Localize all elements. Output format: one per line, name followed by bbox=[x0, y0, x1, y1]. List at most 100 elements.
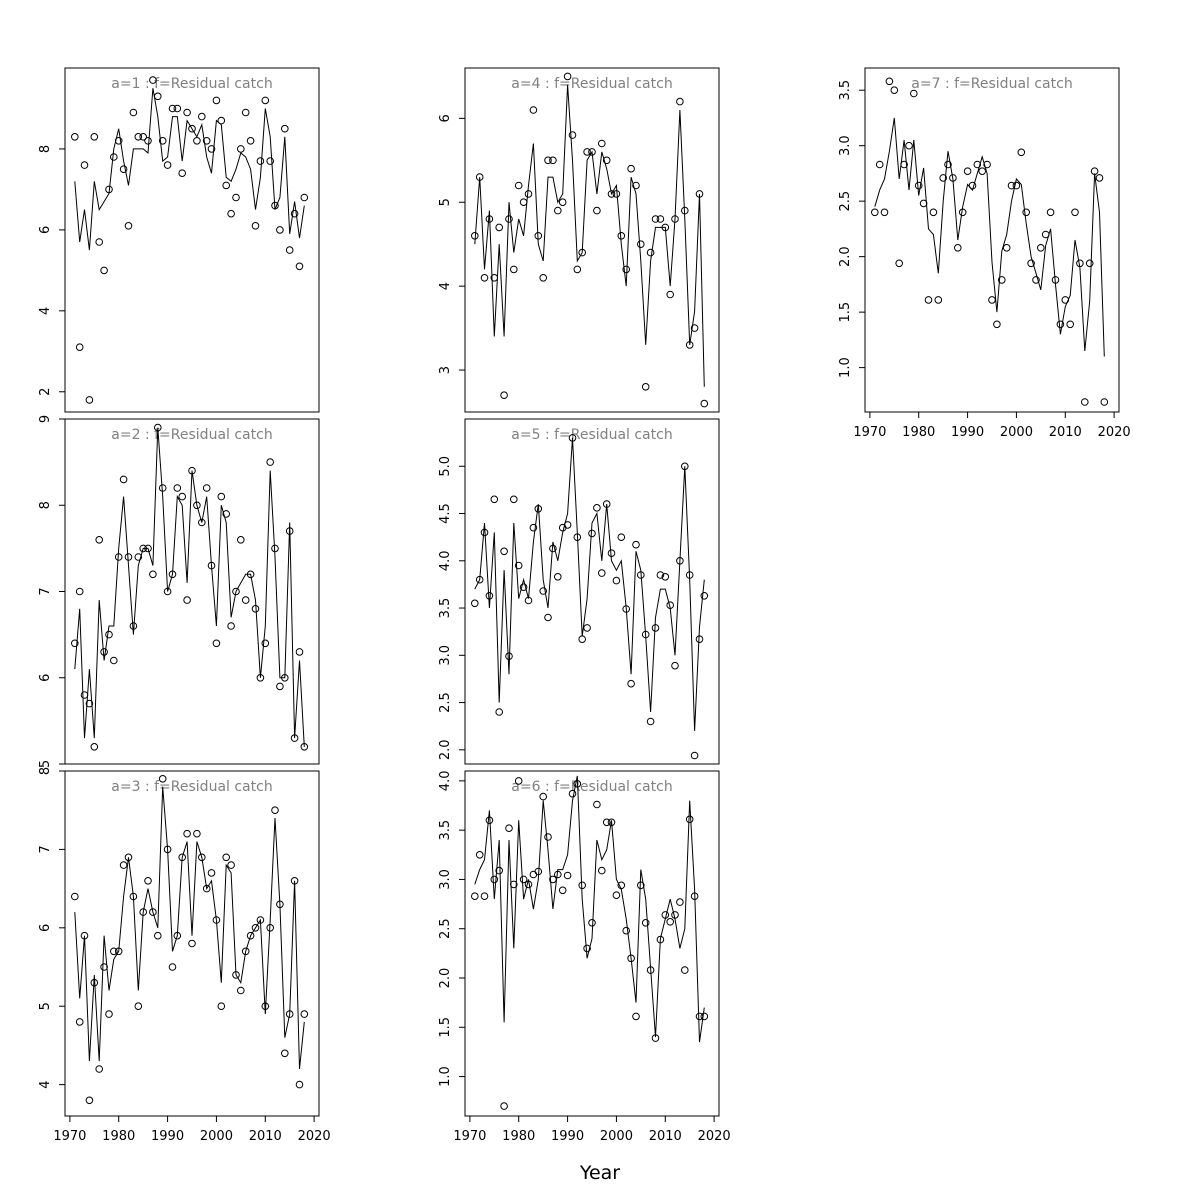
y-tick-label: 2.0 bbox=[438, 739, 453, 760]
observed-point bbox=[1017, 148, 1026, 157]
observed-point bbox=[471, 599, 479, 608]
observed-point bbox=[222, 181, 230, 190]
observed-point bbox=[129, 108, 138, 117]
observed-point bbox=[110, 656, 118, 665]
observed-point bbox=[85, 699, 94, 708]
observed-point bbox=[524, 190, 533, 198]
observed-point bbox=[90, 743, 99, 751]
observed-point bbox=[295, 648, 304, 656]
observed-point bbox=[495, 708, 504, 716]
observed-point bbox=[871, 208, 879, 217]
y-tick-label: 2.5 bbox=[838, 191, 853, 212]
observed-point bbox=[1056, 320, 1065, 329]
observed-point bbox=[178, 492, 186, 501]
observed-point bbox=[588, 919, 596, 927]
observed-point bbox=[202, 884, 211, 893]
observed-point bbox=[612, 891, 621, 900]
observed-point bbox=[598, 139, 606, 148]
y-tick-label: 3.5 bbox=[438, 598, 453, 619]
observed-point bbox=[1081, 398, 1089, 406]
x-tick-label: 2020 bbox=[1098, 425, 1131, 440]
y-tick-label: 1.0 bbox=[438, 1066, 453, 1087]
observed-point bbox=[232, 587, 240, 596]
observed-point bbox=[632, 181, 640, 190]
observed-point bbox=[514, 181, 523, 190]
observed-point bbox=[158, 775, 167, 783]
observed-point bbox=[646, 717, 655, 726]
observed-point bbox=[198, 518, 206, 527]
y-tick-label: 3.0 bbox=[438, 869, 453, 890]
observed-point bbox=[198, 112, 206, 121]
x-tick-label: 1990 bbox=[551, 1129, 584, 1144]
observed-point bbox=[212, 96, 221, 105]
observed-point bbox=[188, 939, 196, 948]
observed-point bbox=[124, 222, 133, 230]
y-tick-label: 3.5 bbox=[838, 80, 853, 101]
y-tick-label: 7 bbox=[38, 845, 53, 853]
panel-frame bbox=[464, 418, 720, 765]
observed-point bbox=[617, 232, 626, 240]
observed-point bbox=[554, 206, 562, 215]
observed-point bbox=[666, 290, 675, 299]
observed-point bbox=[612, 576, 621, 585]
y-tick-label: 1.0 bbox=[838, 357, 853, 378]
observed-point bbox=[593, 206, 601, 215]
observed-point bbox=[1071, 208, 1079, 217]
observed-point bbox=[929, 208, 938, 217]
observed-point bbox=[227, 622, 235, 630]
y-tick-label: 5 bbox=[438, 198, 453, 206]
observed-point bbox=[505, 824, 513, 833]
observed-point bbox=[690, 324, 699, 332]
observed-point bbox=[651, 215, 660, 223]
observed-point bbox=[539, 587, 548, 595]
panel-a7: 1.0 1.5 2.0 2.5 3.0 3.5 1970 1980 1990 2000 2010 20… bbox=[838, 67, 1131, 440]
observed-point bbox=[583, 624, 591, 632]
panels-layer: 2 4 6 8 a=1 : f=Residual catch 5 6 7 8 9 a=2 : f=R… bbox=[38, 67, 1131, 1144]
observed-point bbox=[173, 104, 182, 113]
observed-point bbox=[700, 399, 709, 408]
observed-point bbox=[246, 931, 255, 940]
observed-point bbox=[544, 613, 552, 622]
observed-point bbox=[539, 792, 548, 801]
observed-point bbox=[573, 265, 582, 274]
observed-point bbox=[519, 198, 528, 206]
observed-point bbox=[75, 587, 84, 596]
observed-point bbox=[1100, 398, 1109, 406]
observed-point bbox=[890, 86, 899, 94]
observed-point bbox=[95, 1065, 103, 1073]
fitted-line bbox=[74, 427, 305, 747]
y-tick-label: 1.5 bbox=[838, 302, 853, 323]
observed-point bbox=[80, 691, 89, 699]
observed-point bbox=[119, 165, 128, 173]
observed-point bbox=[105, 630, 113, 639]
observed-point bbox=[588, 529, 596, 538]
x-tick-label: 2020 bbox=[298, 1129, 331, 1144]
observed-point bbox=[144, 137, 152, 145]
observed-point bbox=[490, 495, 499, 504]
observed-point bbox=[510, 265, 518, 274]
observed-point bbox=[183, 108, 191, 117]
observed-point bbox=[105, 1010, 113, 1018]
observed-point bbox=[207, 869, 216, 877]
observed-point bbox=[500, 1102, 508, 1110]
y-tick-label: 8 bbox=[38, 767, 53, 775]
observed-point bbox=[554, 573, 562, 581]
observed-point bbox=[578, 635, 587, 644]
observed-point bbox=[295, 1080, 304, 1089]
observed-point bbox=[602, 156, 611, 165]
observed-point bbox=[632, 540, 640, 549]
observed-point bbox=[880, 208, 889, 217]
panel-a1: 2 4 6 8 a=1 : f=Residual catch bbox=[38, 67, 320, 413]
observed-point bbox=[514, 561, 523, 570]
y-tick-label: 3.0 bbox=[838, 135, 853, 156]
panel-title: a=1 : f=Residual catch bbox=[111, 76, 272, 92]
x-axis-title: Year bbox=[579, 1162, 620, 1184]
observed-point bbox=[617, 533, 626, 542]
observed-point bbox=[281, 124, 289, 133]
y-tick-label: 3.0 bbox=[438, 645, 453, 666]
panel-title: a=4 : f=Residual catch bbox=[511, 76, 672, 92]
fitted-line bbox=[74, 786, 305, 1070]
observed-point bbox=[475, 851, 484, 859]
observed-point bbox=[75, 1018, 84, 1026]
